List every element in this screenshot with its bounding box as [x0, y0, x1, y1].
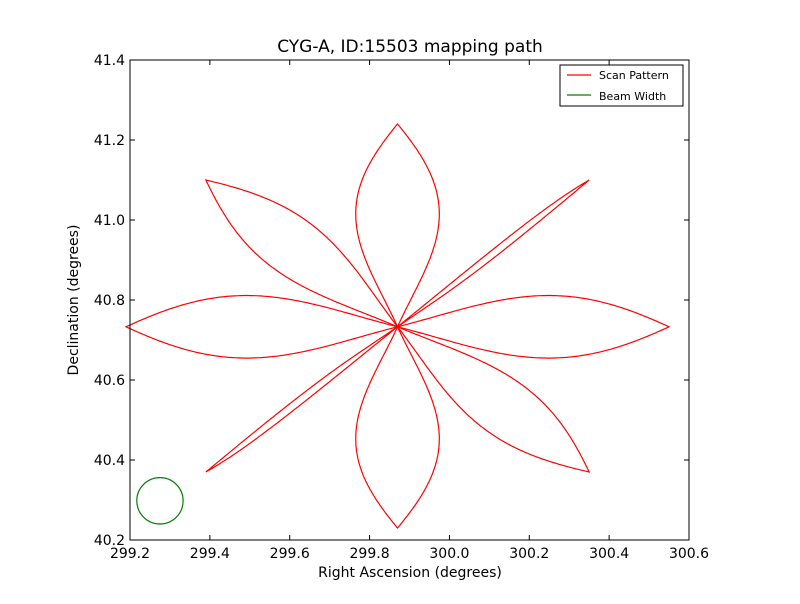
- scan-pattern-petal-0: [397, 294, 671, 359]
- scan-pattern-petal-90: [355, 123, 440, 329]
- axis-ticks: 299.2 299.4 299.6 299.8 300.0 300.2 300.4 300.6…: [94, 53, 709, 562]
- x-tick-label: 299.2: [110, 546, 150, 562]
- scan-pattern-petal-315: [395, 325, 591, 473]
- legend-label-beam-width: Beam Width: [599, 90, 666, 103]
- legend-label-scan-pattern: Scan Pattern: [599, 69, 669, 82]
- y-axis-label: Declination (degrees): [66, 225, 82, 376]
- y-tick-label: 41.4: [94, 53, 125, 69]
- beam-width-circle: [136, 476, 184, 525]
- x-tick-label: 299.4: [190, 546, 230, 562]
- scan-pattern-petal-45: [397, 179, 590, 328]
- y-tick-label: 40.8: [94, 293, 125, 309]
- scan-pattern-petal-180: [124, 294, 400, 359]
- y-tick-label: 40.6: [94, 373, 125, 389]
- x-tick-label: 299.6: [270, 546, 310, 562]
- scan-pattern-petal-135: [204, 179, 400, 329]
- scan-pattern-petal-270: [355, 325, 440, 529]
- x-tick-label: 299.8: [350, 546, 390, 562]
- x-tick-label: 300.2: [509, 546, 549, 562]
- x-tick-label: 300.6: [669, 546, 709, 562]
- x-tick-label: 300.0: [429, 546, 469, 562]
- chart-title: CYG-A, ID:15503 mapping path: [277, 37, 543, 57]
- x-tick-label: 300.4: [589, 546, 629, 562]
- plot-content: [124, 123, 671, 529]
- y-tick-label: 40.4: [94, 453, 125, 469]
- y-tick-label: 41.2: [94, 133, 125, 149]
- y-tick-label: 40.2: [94, 533, 125, 549]
- y-tick-label: 41.0: [94, 213, 125, 229]
- x-axis-label: Right Ascension (degrees): [318, 565, 502, 581]
- scan-pattern-petal-225: [205, 326, 398, 473]
- legend: Scan Pattern Beam Width: [559, 64, 684, 107]
- legend-box: [559, 64, 684, 107]
